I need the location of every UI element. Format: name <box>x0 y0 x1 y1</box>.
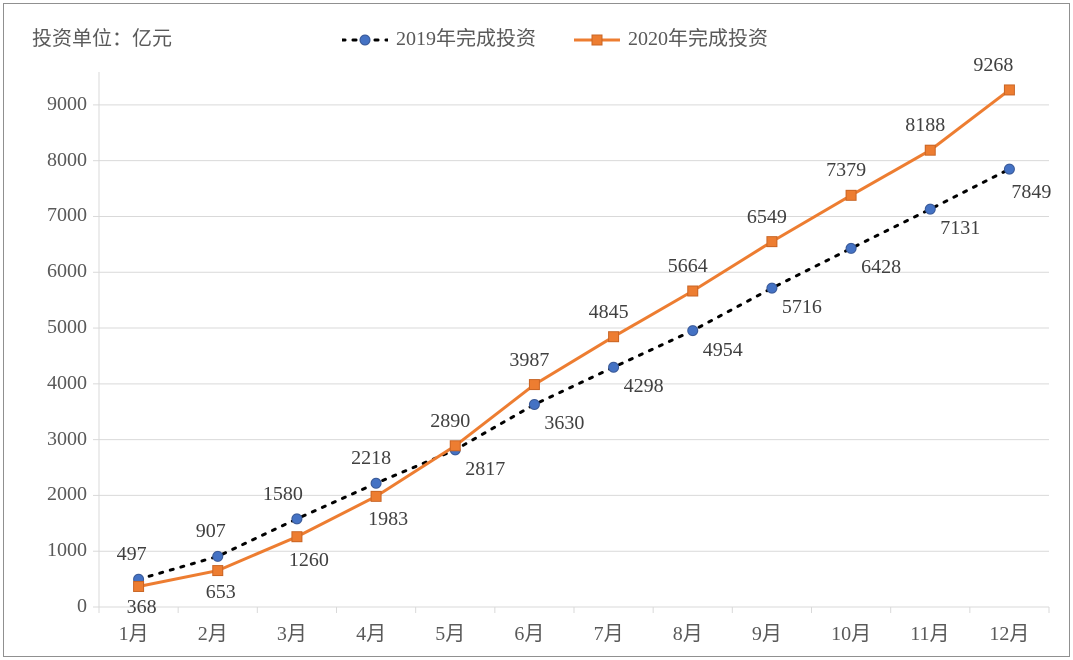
data-label-s2020: 7379 <box>826 159 866 182</box>
data-label-s2020: 3987 <box>509 349 549 372</box>
y-tick-label: 9000 <box>47 93 87 116</box>
data-label-s2020: 1260 <box>289 549 329 572</box>
marker-s2020 <box>925 145 935 155</box>
data-label-s2020: 653 <box>206 581 236 604</box>
marker-s2020 <box>450 441 460 451</box>
y-tick-label: 2000 <box>47 483 87 506</box>
data-label-s2020: 6549 <box>747 206 787 229</box>
x-tick-label: 1月 <box>119 617 149 646</box>
data-label-s2019: 5716 <box>782 296 822 319</box>
marker-s2019 <box>846 243 856 253</box>
x-tick-label: 5月 <box>435 617 465 646</box>
chart-frame: 投资单位：亿元 2019年完成投资 2020年完成投资 010002000300… <box>3 3 1070 657</box>
marker-s2019 <box>1004 164 1014 174</box>
data-label-s2020: 4845 <box>589 301 629 324</box>
marker-s2020 <box>529 380 539 390</box>
data-label-s2019: 4954 <box>703 339 743 362</box>
marker-s2019 <box>529 399 539 409</box>
data-label-s2019: 3630 <box>544 412 584 435</box>
x-tick-label: 12月 <box>989 617 1029 646</box>
series-line-s2019 <box>139 169 1010 579</box>
data-label-s2019: 2218 <box>351 447 391 470</box>
marker-s2019 <box>371 478 381 488</box>
marker-s2019 <box>688 326 698 336</box>
data-label-s2019: 7131 <box>940 217 980 240</box>
data-label-s2019: 2817 <box>465 458 505 481</box>
marker-s2019 <box>292 514 302 524</box>
x-tick-label: 8月 <box>673 617 703 646</box>
marker-s2020 <box>371 491 381 501</box>
x-tick-label: 10月 <box>831 617 871 646</box>
data-label-s2019: 7849 <box>1011 181 1051 204</box>
y-tick-label: 1000 <box>47 539 87 562</box>
marker-s2019 <box>767 283 777 293</box>
data-label-s2019: 1580 <box>263 483 303 506</box>
x-tick-label: 3月 <box>277 617 307 646</box>
data-label-s2020: 2890 <box>430 410 470 433</box>
y-tick-label: 3000 <box>47 428 87 451</box>
marker-s2020 <box>1004 85 1014 95</box>
x-tick-label: 11月 <box>910 617 949 646</box>
marker-s2019 <box>213 551 223 561</box>
y-tick-label: 7000 <box>47 204 87 227</box>
data-label-s2019: 4298 <box>624 375 664 398</box>
plot-area <box>4 4 1069 627</box>
data-label-s2019: 497 <box>117 543 147 566</box>
marker-s2020 <box>846 190 856 200</box>
marker-s2019 <box>609 362 619 372</box>
y-tick-label: 0 <box>77 595 87 618</box>
marker-s2020 <box>134 581 144 591</box>
y-tick-label: 8000 <box>47 149 87 172</box>
y-tick-label: 4000 <box>47 372 87 395</box>
marker-s2019 <box>925 204 935 214</box>
data-label-s2019: 907 <box>196 520 226 543</box>
marker-s2020 <box>767 237 777 247</box>
data-label-s2020: 5664 <box>668 255 708 278</box>
data-label-s2019: 6428 <box>861 256 901 279</box>
marker-s2020 <box>292 532 302 542</box>
y-tick-label: 5000 <box>47 316 87 339</box>
data-label-s2020: 9268 <box>973 54 1013 77</box>
x-tick-label: 7月 <box>594 617 624 646</box>
data-label-s2020: 368 <box>127 596 157 619</box>
data-label-s2020: 1983 <box>368 508 408 531</box>
data-label-s2020: 8188 <box>905 114 945 137</box>
marker-s2020 <box>213 566 223 576</box>
x-tick-label: 2月 <box>198 617 228 646</box>
x-tick-label: 4月 <box>356 617 386 646</box>
x-tick-label: 6月 <box>514 617 544 646</box>
x-tick-label: 9月 <box>752 617 782 646</box>
marker-s2020 <box>688 286 698 296</box>
y-tick-label: 6000 <box>47 260 87 283</box>
series-line-s2020 <box>139 90 1010 587</box>
marker-s2020 <box>609 332 619 342</box>
